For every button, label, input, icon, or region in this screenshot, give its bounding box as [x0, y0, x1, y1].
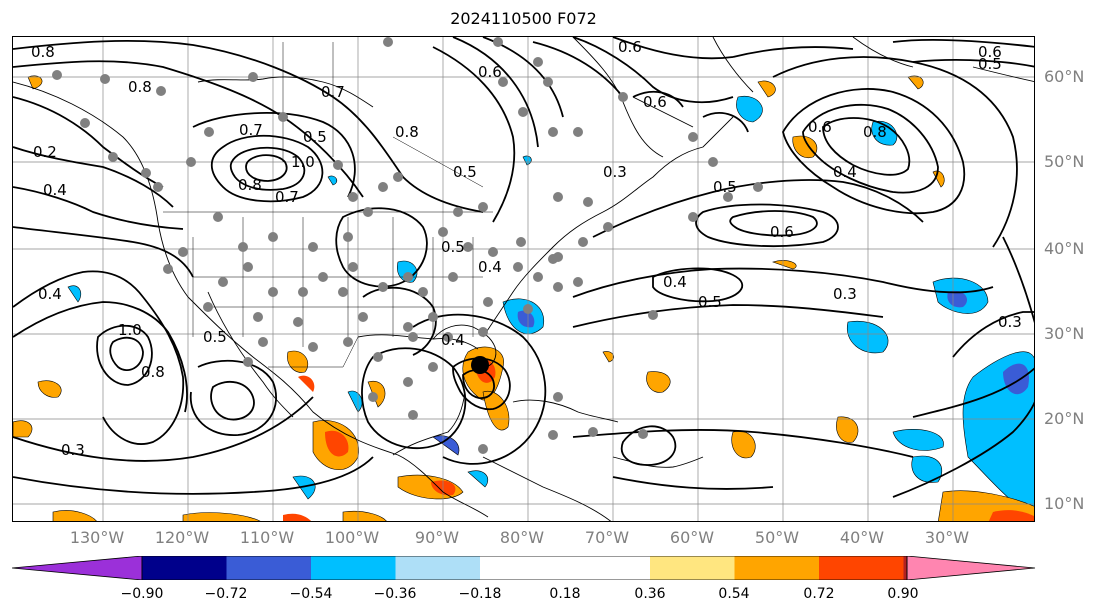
colorbar-tick: −0.36: [373, 586, 417, 602]
colorbar-tick: 0.36: [634, 586, 666, 602]
lat-label: 10°N: [1044, 494, 1085, 513]
colorbar-tick: 0.72: [803, 586, 835, 602]
contour-label: 0.5: [453, 163, 477, 181]
contour-label: 0.6: [643, 93, 667, 111]
colorbar-tick: 0.90: [887, 586, 919, 602]
lat-label: 50°N: [1044, 152, 1085, 171]
lon-label: 110°W: [239, 528, 295, 547]
contour-label: 0.5: [441, 238, 465, 256]
lon-label: 30°W: [924, 528, 970, 547]
contour-label: 0.4: [663, 273, 687, 291]
contour-label: 0.5: [978, 55, 1002, 73]
plot-title: 2024110500 F072: [450, 9, 597, 28]
contour-label: 0.8: [238, 176, 262, 194]
contour-label: 0.8: [128, 78, 152, 96]
colorbar-tick: −0.90: [120, 586, 164, 602]
contour-label: 0.7: [239, 121, 263, 139]
contour-label: 0.8: [863, 123, 887, 141]
colorbar-segment: [650, 556, 735, 580]
contour-label: 0.6: [478, 63, 502, 81]
contour-label: 1.0: [118, 321, 142, 339]
contour-label: 0.4: [441, 331, 465, 349]
colorbar-tick: −0.54: [289, 586, 333, 602]
lon-label: 130°W: [69, 528, 125, 547]
contour-label: 0.6: [978, 43, 1002, 61]
lat-label: 30°N: [1044, 324, 1085, 343]
colorbar-tick: 0.54: [718, 586, 750, 602]
observation-stations: [52, 37, 763, 454]
colorbar-extend-high: [906, 555, 1036, 581]
colorbar-segment: [142, 556, 227, 580]
contour-label: 0.6: [808, 118, 832, 136]
contour-label: 0.5: [713, 178, 737, 196]
lat-label: 40°N: [1044, 239, 1085, 258]
colorbar-segment: [226, 556, 311, 580]
colorbar-segment: [395, 556, 480, 580]
contour-label: 0.4: [833, 163, 857, 181]
lon-label: 60°W: [669, 528, 715, 547]
colorbar-tick: −0.72: [204, 586, 248, 602]
map-canvas: 0.8 0.8 0.2 0.4 0.4 1.0 0.8 0.3 0.7 0.5 …: [13, 37, 1034, 521]
lon-label: 40°W: [839, 528, 885, 547]
contour-label: 0.8: [141, 363, 165, 381]
contour-label: 0.3: [603, 163, 627, 181]
shaded-fill-layer: [13, 75, 1034, 521]
colorbar-segment: [819, 556, 904, 580]
lon-label: 90°W: [414, 528, 460, 547]
storm-center-marker: [471, 356, 489, 374]
colorbar-segment: [480, 556, 650, 580]
colorbar-segment: [734, 556, 819, 580]
colorbar-segment: [903, 556, 908, 580]
contour-label: 0.4: [38, 285, 62, 303]
contour-label: 0.2: [33, 143, 57, 161]
contour-label: 0.8: [395, 123, 419, 141]
map-panel[interactable]: 0.8 0.8 0.2 0.4 0.4 1.0 0.8 0.3 0.7 0.5 …: [12, 36, 1035, 522]
contour-label: 0.6: [618, 38, 642, 56]
lat-label: 60°N: [1044, 67, 1085, 86]
contour-label: 0.3: [61, 441, 85, 459]
lon-label: 80°W: [499, 528, 545, 547]
lon-label: 70°W: [584, 528, 630, 547]
contour-lines: [13, 37, 1034, 498]
contour-label: 0.3: [998, 313, 1022, 331]
lon-label: 50°W: [754, 528, 800, 547]
contour-label: 0.7: [275, 188, 299, 206]
contour-label: 1.0: [291, 153, 315, 171]
colorbar-svg: [11, 555, 1036, 581]
contour-label: 0.5: [698, 293, 722, 311]
contour-label: 0.6: [770, 223, 794, 241]
contour-label: 0.4: [478, 258, 502, 276]
lon-label: 120°W: [154, 528, 210, 547]
contour-label: 0.5: [203, 328, 227, 346]
lat-label: 20°N: [1044, 409, 1085, 428]
contour-label: 0.7: [321, 83, 345, 101]
colorbar-tick: −0.18: [458, 586, 502, 602]
contour-labels: 0.8 0.8 0.2 0.4 0.4 1.0 0.8 0.3 0.7 0.5 …: [31, 38, 1022, 459]
colorbar-extend-low: [11, 555, 143, 581]
colorbar: [11, 555, 1036, 584]
contour-label: 0.3: [833, 285, 857, 303]
lon-label: 100°W: [324, 528, 380, 547]
contour-label: 0.4: [43, 181, 67, 199]
colorbar-segment: [311, 556, 396, 580]
colorbar-tick: 0.18: [549, 586, 581, 602]
contour-label: 0.8: [31, 43, 55, 61]
contour-label: 0.5: [303, 128, 327, 146]
